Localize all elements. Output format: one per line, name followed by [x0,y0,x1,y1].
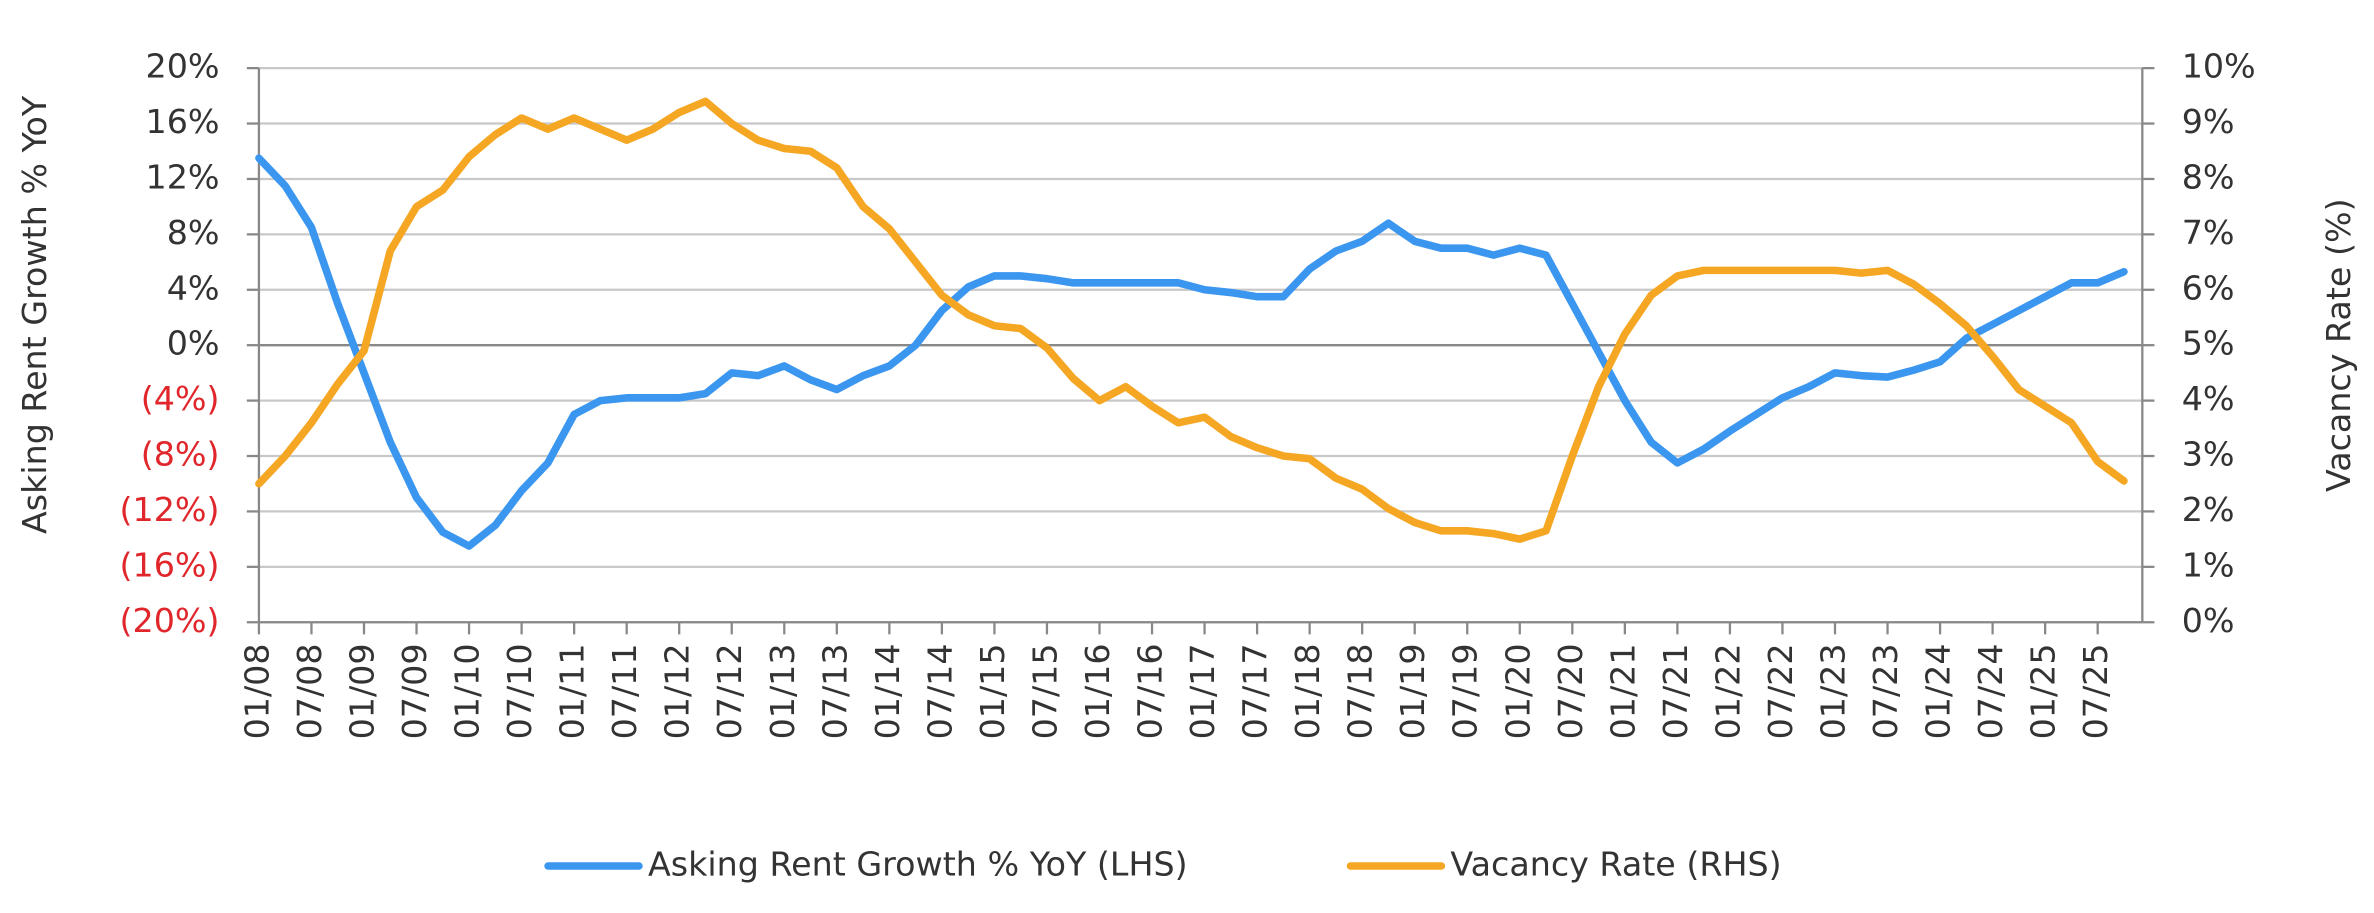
y-tick-label: (4%) [141,379,220,418]
y2-tick-label: 5% [2182,324,2235,363]
x-tick-label: 01/19 [1393,643,1432,739]
y2-tick-label: 10% [2182,47,2256,86]
y-tick-label: (12%) [120,490,220,529]
x-tick-label: 01/24 [1919,643,1958,739]
x-tick-label: 07/12 [710,643,749,739]
x-tick-label: 07/21 [1656,643,1695,739]
y-tick-label: (8%) [141,435,220,474]
y-tick-label: 12% [146,157,220,196]
x-tick-label: 07/24 [1971,643,2010,739]
x-tick-label: 07/13 [815,643,854,739]
x-tick-label: 07/15 [1025,643,1064,739]
y-tick-label: (16%) [120,545,220,584]
x-tick-label: 01/15 [973,643,1012,739]
x-tick-label: 01/11 [553,643,592,739]
legend-label: Vacancy Rate (RHS) [1450,845,1781,884]
x-tick-label: 07/08 [290,643,329,739]
x-tick-label: 01/18 [1288,643,1327,739]
x-tick-label: 07/10 [500,643,539,739]
x-tick-label: 01/17 [1183,643,1222,739]
y2-tick-label: 3% [2182,435,2235,474]
x-tick-label: 07/18 [1341,643,1380,739]
y2-tick-label: 0% [2182,601,2235,640]
x-tick-label: 01/25 [2024,643,2063,739]
x-tick-label: 07/25 [2076,643,2115,739]
x-tick-label: 07/23 [1866,643,1905,739]
y-axis-title: Asking Rent Growth % YoY [15,95,54,534]
x-tick-label: 07/17 [1236,643,1275,739]
x-tick-label: 01/08 [237,643,276,739]
y-tick-label: 16% [146,102,220,141]
y2-tick-label: 1% [2182,545,2235,584]
y2-axis-title: Vacancy Rate (%) [2319,198,2358,492]
y-tick-label: 0% [167,324,220,363]
x-tick-label: 01/23 [1813,643,1852,739]
x-tick-label: 07/22 [1761,643,1800,739]
x-tick-label: 01/14 [868,643,907,739]
x-tick-label: 01/16 [1078,643,1117,739]
y-tick-label: 20% [146,47,220,86]
y2-tick-label: 9% [2182,102,2235,141]
y2-tick-label: 7% [2182,213,2235,252]
x-tick-label: 07/09 [395,643,434,739]
legend-label: Asking Rent Growth % YoY (LHS) [648,845,1188,884]
x-tick-label: 01/13 [763,643,802,739]
x-tick-label: 01/22 [1708,643,1747,739]
x-tick-label: 07/19 [1446,643,1485,739]
y2-tick-label: 8% [2182,157,2235,196]
x-tick-label: 01/20 [1498,643,1537,739]
x-tick-label: 07/14 [920,643,959,739]
x-tick-label: 01/10 [448,643,487,739]
x-tick-label: 07/11 [605,643,644,739]
y2-tick-label: 2% [2182,490,2235,529]
x-tick-label: 01/21 [1603,643,1642,739]
x-tick-label: 01/09 [342,643,381,739]
y-tick-label: 8% [167,213,220,252]
y2-tick-label: 4% [2182,379,2235,418]
x-tick-label: 01/12 [658,643,697,739]
y2-tick-label: 6% [2182,268,2235,307]
x-tick-label: 07/20 [1551,643,1590,739]
line-series [255,154,2128,550]
line-series [255,97,2128,543]
y-tick-label: 4% [167,268,220,307]
x-tick-label: 07/16 [1131,643,1170,739]
y-tick-label: (20%) [120,601,220,640]
